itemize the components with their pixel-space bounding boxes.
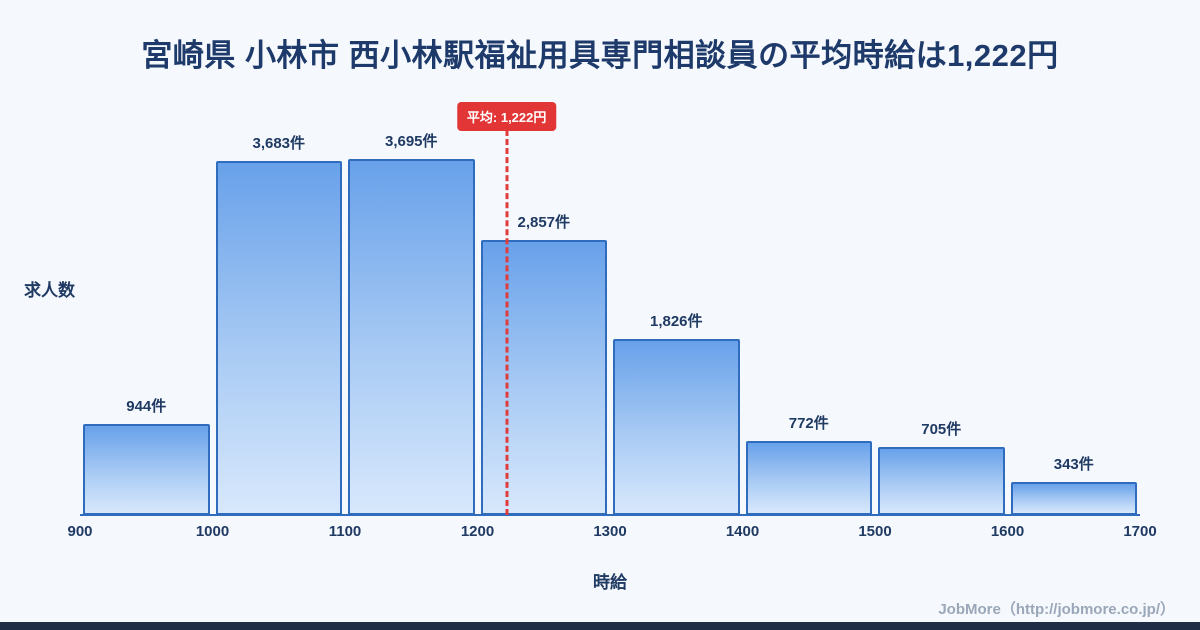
- average-line: [505, 130, 509, 515]
- histogram-bar: [745, 440, 872, 515]
- x-axis-label: 時給: [593, 573, 627, 592]
- bar-value-label: 1,826件: [649, 313, 703, 331]
- x-axis-line: [80, 514, 1140, 516]
- x-tick-label: 1400: [725, 523, 760, 540]
- histogram-bar: [613, 339, 740, 515]
- histogram-bar: [1010, 482, 1137, 515]
- bar-value-label: 3,695件: [384, 133, 438, 151]
- histogram-bar: [215, 160, 342, 515]
- bar-value-label: 705件: [921, 421, 962, 439]
- bar-value-label: 944件: [126, 398, 167, 416]
- x-tick-label: 1300: [593, 523, 627, 540]
- chart-title: 宮崎県 小林市 西小林駅福祉用具専門相談員の平均時給は1,222円: [141, 38, 1059, 73]
- histogram-bar: [83, 424, 210, 515]
- footer-credit: JobMore（http://jobmore.co.jp/）: [938, 601, 1175, 618]
- y-axis-label: 求人数: [24, 281, 75, 300]
- bar-value-label: 772件: [788, 414, 829, 432]
- bar-value-label: 3,683件: [252, 134, 306, 152]
- plot-area: 平均: 1,222円 944件 3,683件 3,695件 2,857件 1,826件 7…: [67, 102, 1157, 540]
- bar-value-label: 343件: [1053, 456, 1094, 473]
- x-tick-label: 1000: [195, 523, 230, 540]
- histogram-bar: [480, 240, 607, 515]
- average-badge: 平均: 1,222円: [456, 102, 557, 131]
- bottom-accent-bar: [0, 622, 1200, 630]
- x-tick-label: 1100: [328, 523, 362, 540]
- x-tick-label: 1200: [460, 523, 495, 540]
- histogram-bar: [348, 159, 475, 515]
- bar-value-label: 2,857件: [517, 214, 571, 232]
- histogram-bar: [878, 447, 1005, 515]
- x-tick-label: 900: [67, 523, 93, 540]
- x-tick-label: 1500: [858, 523, 892, 540]
- x-tick-label: 1600: [990, 523, 1025, 540]
- x-tick-label: 1700: [1123, 523, 1157, 540]
